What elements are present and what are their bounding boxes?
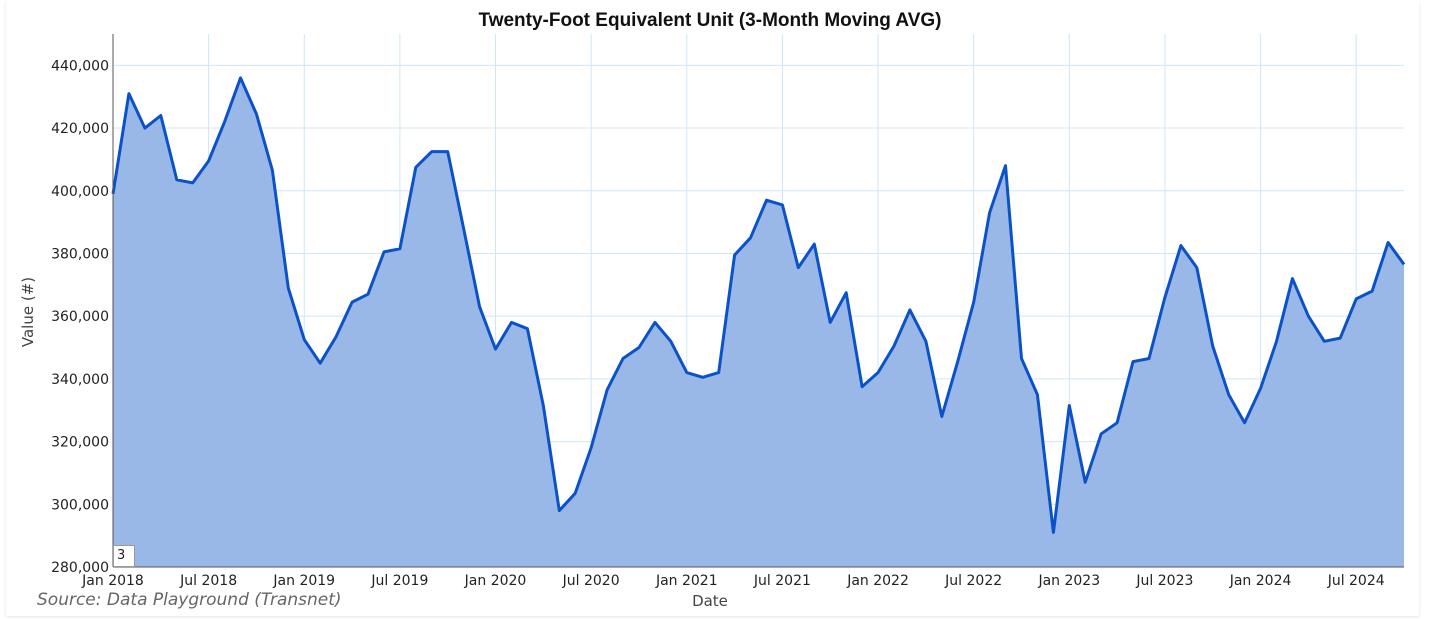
x-tick-label: Jul 2022 xyxy=(944,573,1002,589)
y-tick-label: 440,000 xyxy=(51,58,109,74)
y-tick-label: 360,000 xyxy=(51,309,109,325)
x-tick-label: Jul 2020 xyxy=(562,573,620,589)
series-group xyxy=(111,76,1406,568)
x-tick-label: Jul 2021 xyxy=(753,573,811,589)
x-tick-label: Jul 2019 xyxy=(370,573,428,589)
x-tick-label: Jan 2020 xyxy=(464,573,527,589)
source-note: Source: Data Playground (Transnet) xyxy=(37,590,342,610)
y-tick-label: 280,000 xyxy=(51,560,109,576)
series-area-fill xyxy=(113,77,1404,568)
x-tick-label: Jul 2018 xyxy=(179,573,237,589)
y-tick-label: 300,000 xyxy=(51,497,109,513)
x-axis-label: Date xyxy=(692,592,728,610)
x-tick-label: Jan 2021 xyxy=(655,573,718,589)
moving-average-window-input[interactable]: 3 xyxy=(113,545,135,567)
y-axis-label: Value (#) xyxy=(19,277,37,347)
y-tick-labels: 280,000 300,000 320,000 340,000 360,000 380,0… xyxy=(51,58,109,576)
x-tick-label: Jul 2024 xyxy=(1327,573,1385,589)
x-tick-label: Jan 2018 xyxy=(81,573,144,589)
x-tick-label: Jan 2024 xyxy=(1229,573,1292,589)
y-tick-label: 320,000 xyxy=(51,435,109,451)
series-line xyxy=(111,76,1406,534)
y-tick-label: 420,000 xyxy=(51,121,109,137)
axes xyxy=(112,34,1404,568)
x-tick-label: Jan 2023 xyxy=(1037,573,1100,589)
y-tick-label: 400,000 xyxy=(51,184,109,200)
x-tick-label: Jul 2023 xyxy=(1135,573,1193,589)
x-tick-labels: Jan 2018 Jul 2018 Jan 2019 Jul 2019 Jan 2020… xyxy=(81,573,1385,589)
x-tick-label: Jan 2022 xyxy=(846,573,909,589)
x-tick-label: Jan 2019 xyxy=(272,573,335,589)
chart-title: Twenty-Foot Equivalent Unit (3-Month Mov… xyxy=(479,10,942,31)
y-tick-label: 340,000 xyxy=(51,372,109,388)
y-tick-label: 380,000 xyxy=(51,246,109,262)
